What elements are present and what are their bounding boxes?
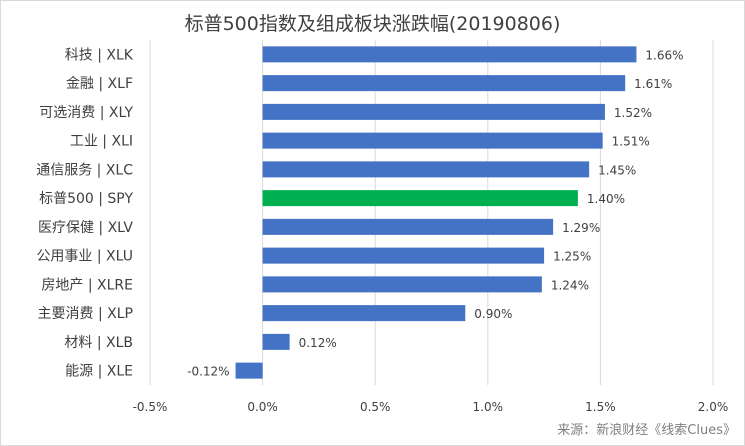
category-label: 主要消费 | XLP [38,306,133,322]
category-label: 科技 | XLK [65,47,134,63]
bar [262,190,578,207]
x-tick-label: 1.5% [585,400,616,414]
data-label: 1.52% [614,106,652,120]
bar [262,218,554,235]
data-label: 1.51% [612,135,650,149]
category-label: 医疗保健 | XLV [38,220,133,236]
category-label: 材料 | XLB [64,335,133,351]
x-tick-label: 2.0% [698,400,729,414]
source-note: 来源：新浪财经《线索Clues》 [557,423,736,438]
category-label: 房地产 | XLRE [41,277,133,293]
x-tick-label: 1.0% [473,400,504,414]
bar [235,362,263,379]
bar [262,276,542,293]
data-label: 1.25% [553,250,591,264]
data-label: -0.12% [187,365,229,379]
x-tick-label: -0.5% [133,400,168,414]
data-label: 1.40% [587,192,625,206]
category-label: 可选消费 | XLY [39,105,133,121]
category-label: 标普500 | SPY [39,191,133,207]
data-label: 1.66% [645,48,683,62]
category-label: 金融 | XLF [66,76,133,92]
data-label: 1.45% [598,163,636,177]
data-label: 1.24% [551,278,589,292]
x-tick-label: 0.5% [360,400,391,414]
bar [262,103,605,120]
category-label: 公用事业 | XLU [36,249,133,265]
bar [262,305,466,322]
category-label: 通信服务 | XLC [36,162,133,178]
data-label: 0.12% [299,336,337,350]
bar [262,75,626,92]
category-label: 能源 | XLE [65,364,133,380]
data-label: 1.29% [562,221,600,235]
bar [262,333,290,350]
x-tick-label: 0.0% [247,400,278,414]
data-label: 1.61% [634,77,672,91]
bar [262,46,637,63]
bar [262,247,545,264]
bar [262,161,590,178]
data-label: 0.90% [474,307,512,321]
category-label: 工业 | XLI [70,134,133,150]
bar [262,132,603,149]
chart-title: 标普500指数及组成板块涨跌幅(20190806) [184,13,561,35]
